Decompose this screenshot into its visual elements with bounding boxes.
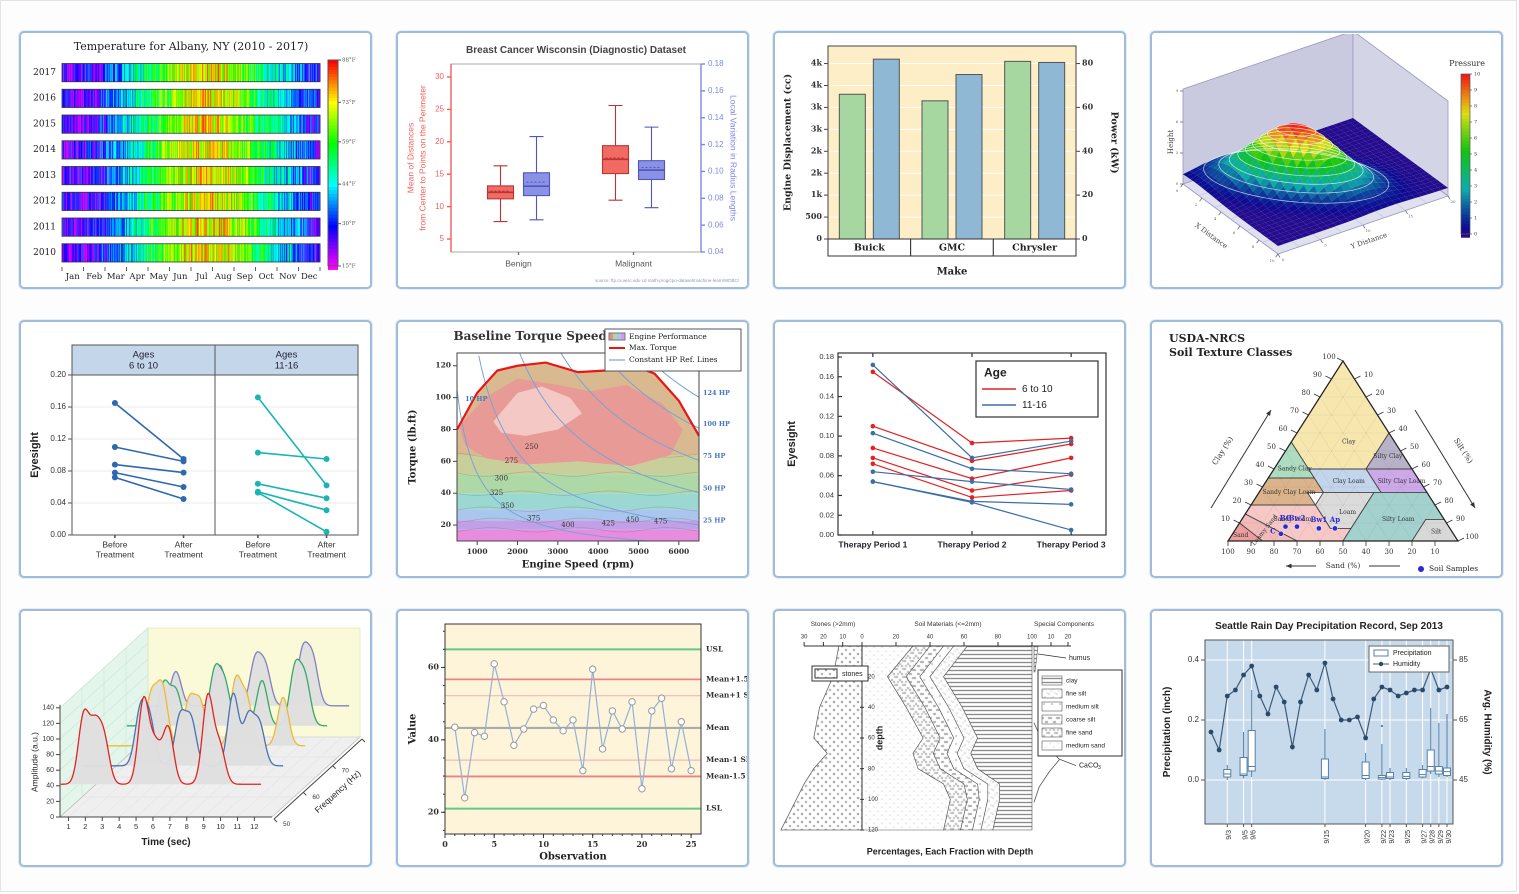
chart-gallery-grid [1, 1, 1516, 867]
therapy-lines-canvas [776, 323, 1124, 575]
temperature-heatmap-canvas [22, 34, 370, 286]
torque-map-canvas [399, 323, 747, 575]
pressure-surface-canvas [1153, 34, 1501, 286]
chart-card-torque-map[interactable] [396, 320, 749, 578]
chart-card-engine-bars[interactable] [773, 31, 1126, 289]
chart-card-soil-depth-profile[interactable] [773, 609, 1126, 867]
chart-card-seattle-precipitation[interactable] [1150, 609, 1503, 867]
soil-ternary-canvas [1153, 323, 1501, 575]
seattle-precipitation-canvas [1153, 612, 1501, 864]
chart-card-soil-ternary[interactable] [1150, 320, 1503, 578]
eyesight-panels-canvas [22, 323, 370, 575]
chart-card-breast-cancer-boxplot[interactable] [396, 31, 749, 289]
breast-cancer-boxplot-canvas [399, 34, 747, 286]
chart-card-amplitude-waterfall[interactable] [19, 609, 372, 867]
engine-bars-canvas [776, 34, 1124, 286]
chart-card-control-chart[interactable] [396, 609, 749, 867]
chart-card-therapy-lines[interactable] [773, 320, 1126, 578]
control-chart-canvas [399, 612, 747, 864]
chart-card-eyesight-panels[interactable] [19, 320, 372, 578]
chart-card-temperature-heatmap[interactable] [19, 31, 372, 289]
amplitude-waterfall-canvas [22, 612, 370, 864]
soil-depth-profile-canvas [776, 612, 1124, 864]
chart-card-pressure-surface[interactable] [1150, 31, 1503, 289]
